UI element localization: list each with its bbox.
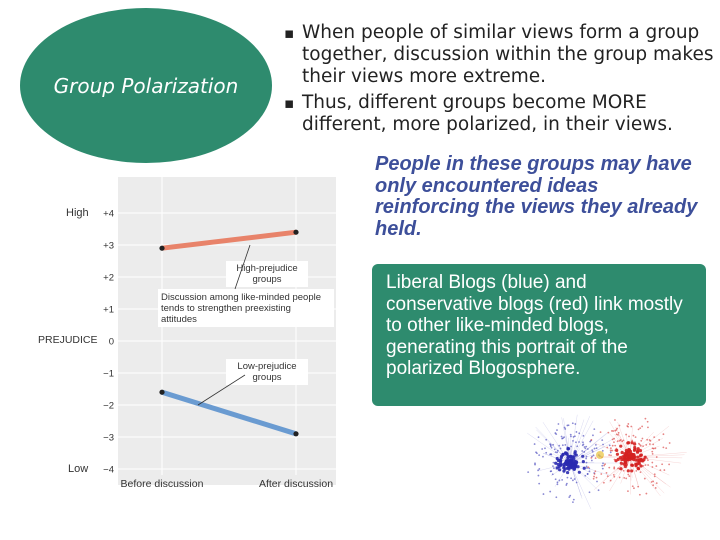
callout-text: Liberal Blogs (blue) and conservative bl…: [386, 272, 683, 379]
y-high-label: High: [66, 207, 89, 219]
bullet-text: When people of similar views form a grou…: [302, 22, 714, 87]
y-tick-label: +4: [103, 209, 114, 220]
y-low-label: Low: [68, 463, 88, 475]
high-series-label: High-prejudice groups: [236, 263, 297, 285]
y-tick-label: +2: [103, 273, 114, 284]
bullet-item: ▪ When people of similar views form a gro…: [284, 22, 714, 88]
italic-note: People in these groups may have only enc…: [375, 153, 698, 240]
data-point: [159, 245, 165, 251]
x-tick-label: Before discussion: [121, 478, 204, 490]
data-point: [159, 389, 165, 395]
title-oval: Group Polarization: [20, 8, 272, 163]
series-group: [159, 229, 299, 437]
blogosphere-callout: Liberal Blogs (blue) and conservative bl…: [372, 264, 706, 406]
bullet-list: ▪ When people of similar views form a gro…: [284, 22, 714, 140]
annotation-bg: [158, 289, 334, 327]
annotation-pointer-low: [197, 374, 246, 406]
y-tick-label: −1: [103, 369, 114, 380]
plot-background: [118, 177, 336, 485]
high-label-bg: [226, 261, 308, 287]
y-axis-label: PREJUDICE: [38, 334, 98, 346]
bullet-text: Thus, different groups become MORE diffe…: [302, 92, 673, 135]
bullet-icon: ▪: [284, 94, 295, 112]
low-series-label: Low-prejudice groups: [237, 361, 296, 383]
series-line: [161, 389, 297, 437]
y-tick-label: +1: [103, 305, 114, 316]
data-point: [293, 431, 299, 437]
y-ticks: +4 +3 +2 +1 0 −1 −2 −3 −4: [103, 209, 114, 476]
data-point: [293, 229, 299, 235]
y-tick-label: −2: [103, 401, 114, 412]
y-tick-label: +3: [103, 241, 114, 252]
y-tick-label: −3: [103, 433, 114, 444]
bullet-icon: ▪: [284, 24, 295, 42]
y-tick-label: 0: [109, 337, 114, 348]
blogosphere-network-icon: [527, 414, 687, 510]
prejudice-chart: +4 +3 +2 +1 0 −1 −2 −3 −4 High Low PREJUDICE Bef…: [38, 177, 336, 490]
series-line: [161, 229, 297, 251]
slide-title: Group Polarization: [53, 73, 239, 98]
x-tick-label: After discussion: [259, 478, 333, 490]
low-label-bg: [226, 359, 308, 385]
chart-annotation: Discussion among like-minded people tends…: [161, 292, 321, 325]
bullet-item: ▪ Thus, different groups become MORE diff…: [284, 92, 714, 136]
annotation-pointer-high: [234, 244, 251, 290]
network-graph: [527, 414, 687, 510]
y-tick-label: −4: [103, 465, 114, 476]
